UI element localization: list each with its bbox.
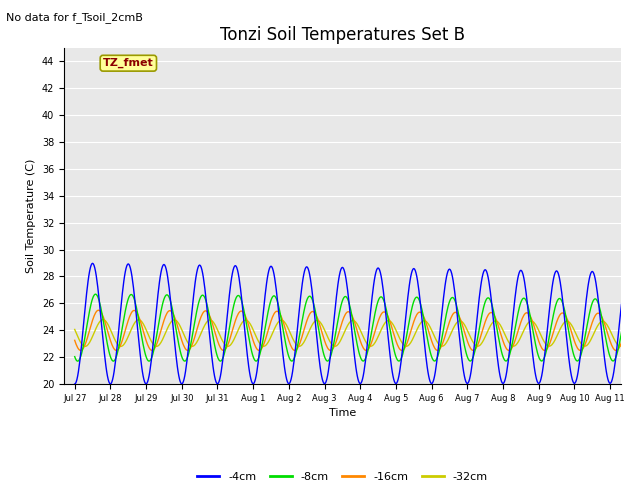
Legend: -4cm, -8cm, -16cm, -32cm: -4cm, -8cm, -16cm, -32cm xyxy=(193,467,492,480)
-32cm xyxy=(482,332,490,338)
Text: No data for f_Tsoil_2cmB: No data for f_Tsoil_2cmB xyxy=(6,12,143,23)
Line: -4cm: -4cm xyxy=(75,264,627,384)
-32cm xyxy=(623,336,631,341)
-4cm xyxy=(71,381,79,387)
-32cm xyxy=(81,344,89,349)
-16cm xyxy=(328,347,336,353)
-8cm xyxy=(329,346,337,351)
-32cm xyxy=(150,342,157,348)
-16cm xyxy=(468,347,476,353)
-8cm xyxy=(73,358,81,364)
-32cm xyxy=(73,332,81,337)
Text: TZ_fmet: TZ_fmet xyxy=(103,58,154,68)
-16cm xyxy=(623,322,631,328)
-16cm xyxy=(73,343,81,349)
Title: Tonzi Soil Temperatures Set B: Tonzi Soil Temperatures Set B xyxy=(220,25,465,44)
-32cm xyxy=(71,326,79,332)
-32cm xyxy=(329,342,337,348)
-16cm xyxy=(307,309,315,315)
-32cm xyxy=(308,323,316,328)
-8cm xyxy=(71,354,79,360)
Line: -16cm: -16cm xyxy=(75,310,627,350)
-8cm xyxy=(623,303,631,309)
-4cm xyxy=(89,261,97,266)
Line: -32cm: -32cm xyxy=(75,320,627,347)
-16cm xyxy=(71,337,79,343)
-4cm xyxy=(481,267,489,273)
-8cm xyxy=(468,356,476,361)
-16cm xyxy=(481,319,489,325)
-8cm xyxy=(308,296,316,301)
X-axis label: Time: Time xyxy=(329,408,356,418)
-16cm xyxy=(149,348,157,353)
-8cm xyxy=(92,291,99,297)
-4cm xyxy=(73,376,81,382)
-4cm xyxy=(149,344,157,350)
-8cm xyxy=(74,358,81,364)
-8cm xyxy=(150,348,157,354)
Y-axis label: Soil Temperature (C): Soil Temperature (C) xyxy=(26,159,36,273)
Line: -8cm: -8cm xyxy=(75,294,627,361)
-16cm xyxy=(612,348,620,353)
-4cm xyxy=(328,337,336,343)
-4cm xyxy=(307,281,315,287)
-16cm xyxy=(95,307,102,313)
-8cm xyxy=(482,297,490,303)
-32cm xyxy=(99,317,107,323)
-4cm xyxy=(468,364,476,370)
-32cm xyxy=(468,338,476,344)
-4cm xyxy=(623,270,631,276)
